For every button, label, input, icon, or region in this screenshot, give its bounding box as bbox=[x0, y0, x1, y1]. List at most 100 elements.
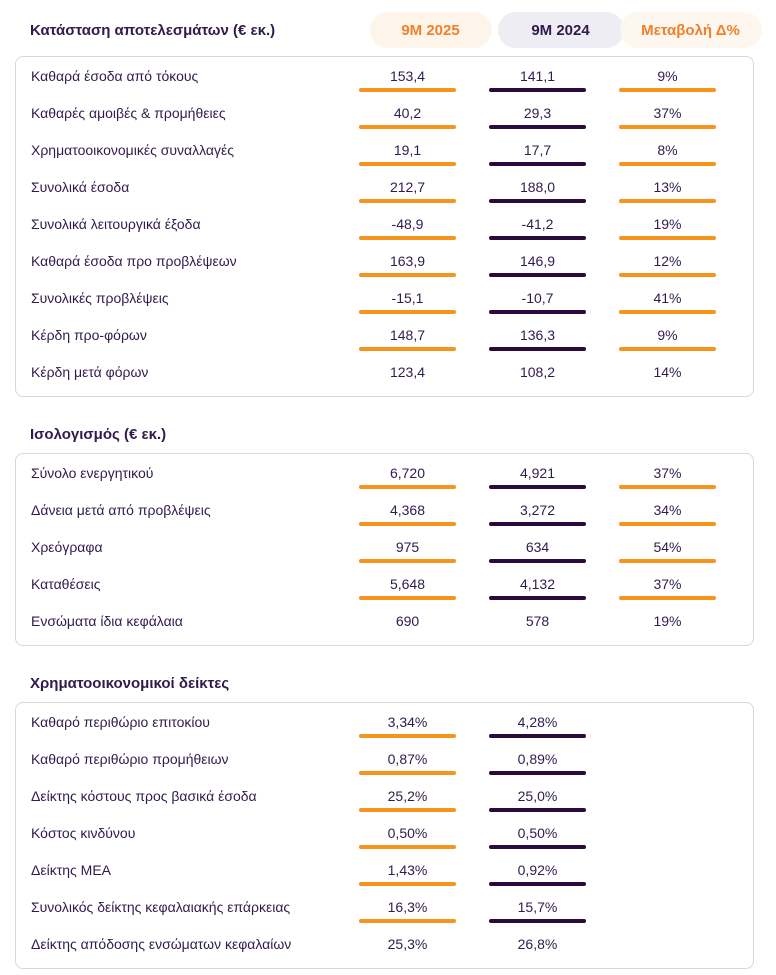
value-9m2024: 4,28% bbox=[517, 714, 558, 730]
row-label: Καθαρό περιθώριο επιτοκίου bbox=[31, 714, 210, 730]
value-underline bbox=[489, 882, 586, 886]
value-underline bbox=[359, 199, 456, 203]
value-9m2025: 6,720 bbox=[389, 465, 426, 481]
value-underline bbox=[359, 273, 456, 277]
value-cell: 37% bbox=[619, 456, 716, 489]
value-9m2024: 0,50% bbox=[517, 825, 558, 841]
value-cell: 0,50% bbox=[359, 816, 456, 849]
value-delta: 34% bbox=[653, 502, 682, 518]
value-cell: 12% bbox=[619, 244, 716, 277]
value-9m2025: -15,1 bbox=[391, 290, 424, 306]
value-underline bbox=[489, 125, 586, 129]
table-row: Ενσώματα ίδια κεφάλαια 690 578 19% bbox=[16, 604, 753, 641]
value-underline bbox=[359, 882, 456, 886]
row-label: Χρηματοοικονομικές συναλλαγές bbox=[31, 142, 234, 158]
value-delta: 54% bbox=[653, 539, 682, 555]
value-9m2024: 29,3 bbox=[523, 105, 552, 121]
table-row: Δείκτης απόδοσης ενσώματων κεφαλαίων 25,3… bbox=[16, 927, 753, 964]
value-cell: 578 bbox=[489, 604, 586, 630]
row-label: Καθαρά έσοδα προ προβλέψεων bbox=[31, 253, 237, 269]
row-label: Δείκτης κόστους προς βασικά έσοδα bbox=[31, 788, 257, 804]
income-statement-card: Καθαρά έσοδα από τόκους 153,4 141,1 9% Καθαρ… bbox=[15, 56, 754, 397]
value-delta: 41% bbox=[653, 290, 682, 306]
value-9m2024: 3,272 bbox=[519, 502, 556, 518]
value-underline bbox=[619, 199, 716, 203]
value-underline bbox=[489, 771, 586, 775]
table-row: Κέρδη προ-φόρων 148,7 136,3 9% bbox=[16, 318, 753, 355]
value-underline bbox=[359, 596, 456, 600]
value-cell: 19% bbox=[619, 207, 716, 240]
value-cell: 0,92% bbox=[489, 853, 586, 886]
value-9m2024: 4,132 bbox=[519, 576, 556, 592]
value-9m2024: 0,89% bbox=[517, 751, 558, 767]
table-row: Συνολικά λειτουργικά έξοδα -48,9 -41,2 19% bbox=[16, 207, 753, 244]
value-9m2024: 108,2 bbox=[519, 364, 556, 380]
row-label: Σύνολο ενεργητικού bbox=[31, 465, 154, 481]
value-underline bbox=[489, 734, 586, 738]
value-cell: 0,50% bbox=[489, 816, 586, 849]
value-underline bbox=[359, 347, 456, 351]
value-cell: 29,3 bbox=[489, 96, 586, 129]
value-cell: 4,28% bbox=[489, 705, 586, 738]
value-9m2025: 148,7 bbox=[389, 327, 426, 343]
table-row: Χρεόγραφα 975 634 54% bbox=[16, 530, 753, 567]
value-delta: 37% bbox=[653, 465, 682, 481]
value-9m2024: 26,8% bbox=[517, 936, 558, 952]
value-9m2024: 634 bbox=[525, 539, 550, 555]
balance-sheet-card: Σύνολο ενεργητικού 6,720 4,921 37% Δάνεια με… bbox=[15, 453, 754, 646]
value-underline bbox=[619, 347, 716, 351]
value-9m2024: 15,7% bbox=[517, 899, 558, 915]
table-row: Συνολικές προβλέψεις -15,1 -10,7 41% bbox=[16, 281, 753, 318]
table-row: Δείκτης κόστους προς βασικά έσοδα 25,2% 25… bbox=[16, 779, 753, 816]
value-underline bbox=[359, 125, 456, 129]
value-cell: 41% bbox=[619, 281, 716, 314]
value-underline bbox=[359, 771, 456, 775]
row-label: Συνολικός δείκτης κεφαλαιακής επάρκειας bbox=[31, 899, 291, 915]
value-underline bbox=[359, 522, 456, 526]
value-cell: 4,132 bbox=[489, 567, 586, 600]
value-9m2025: 25,3% bbox=[387, 936, 428, 952]
value-cell bbox=[619, 742, 716, 751]
value-9m2024: 136,3 bbox=[519, 327, 556, 343]
value-9m2025: 690 bbox=[395, 613, 420, 629]
value-delta: 14% bbox=[653, 364, 682, 380]
table-row: Καθαρό περιθώριο επιτοκίου 3,34% 4,28% bbox=[16, 705, 753, 742]
value-9m2024: 17,7 bbox=[523, 142, 552, 158]
row-label: Δείκτης ΜΕΑ bbox=[31, 862, 111, 878]
value-delta: 19% bbox=[653, 216, 682, 232]
value-9m2024: 146,9 bbox=[519, 253, 556, 269]
value-underline bbox=[359, 162, 456, 166]
value-cell: 975 bbox=[359, 530, 456, 563]
value-cell: 0,87% bbox=[359, 742, 456, 775]
value-9m2024: -10,7 bbox=[521, 290, 554, 306]
table-row: Κέρδη μετά φόρων 123,4 108,2 14% bbox=[16, 355, 753, 392]
value-underline bbox=[619, 236, 716, 240]
value-9m2025: 19,1 bbox=[393, 142, 422, 158]
column-header-9m2025: 9M 2025 bbox=[369, 12, 492, 48]
value-underline bbox=[489, 199, 586, 203]
value-9m2025: 1,43% bbox=[387, 862, 428, 878]
financial-ratios-section: Χρηματοοικονομικοί δείκτες Καθαρό περιθώ… bbox=[0, 674, 776, 969]
value-underline bbox=[489, 310, 586, 314]
value-underline bbox=[489, 845, 586, 849]
row-label: Κέρδη μετά φόρων bbox=[31, 364, 149, 380]
value-cell: 163,9 bbox=[359, 244, 456, 277]
row-label: Κέρδη προ-φόρων bbox=[31, 327, 147, 343]
value-9m2025: 975 bbox=[395, 539, 420, 555]
table-row: Δείκτης ΜΕΑ 1,43% 0,92% bbox=[16, 853, 753, 890]
value-cell bbox=[619, 779, 716, 788]
value-cell: 146,9 bbox=[489, 244, 586, 277]
value-underline bbox=[359, 88, 456, 92]
value-cell: 26,8% bbox=[489, 927, 586, 953]
value-underline bbox=[489, 162, 586, 166]
value-underline bbox=[489, 88, 586, 92]
value-underline bbox=[359, 845, 456, 849]
value-9m2024: -41,2 bbox=[521, 216, 554, 232]
value-cell: 148,7 bbox=[359, 318, 456, 351]
value-9m2024: 578 bbox=[525, 613, 550, 629]
value-cell: 4,921 bbox=[489, 456, 586, 489]
value-9m2025: 0,50% bbox=[387, 825, 428, 841]
value-9m2025: 163,9 bbox=[389, 253, 426, 269]
value-cell: 37% bbox=[619, 567, 716, 600]
